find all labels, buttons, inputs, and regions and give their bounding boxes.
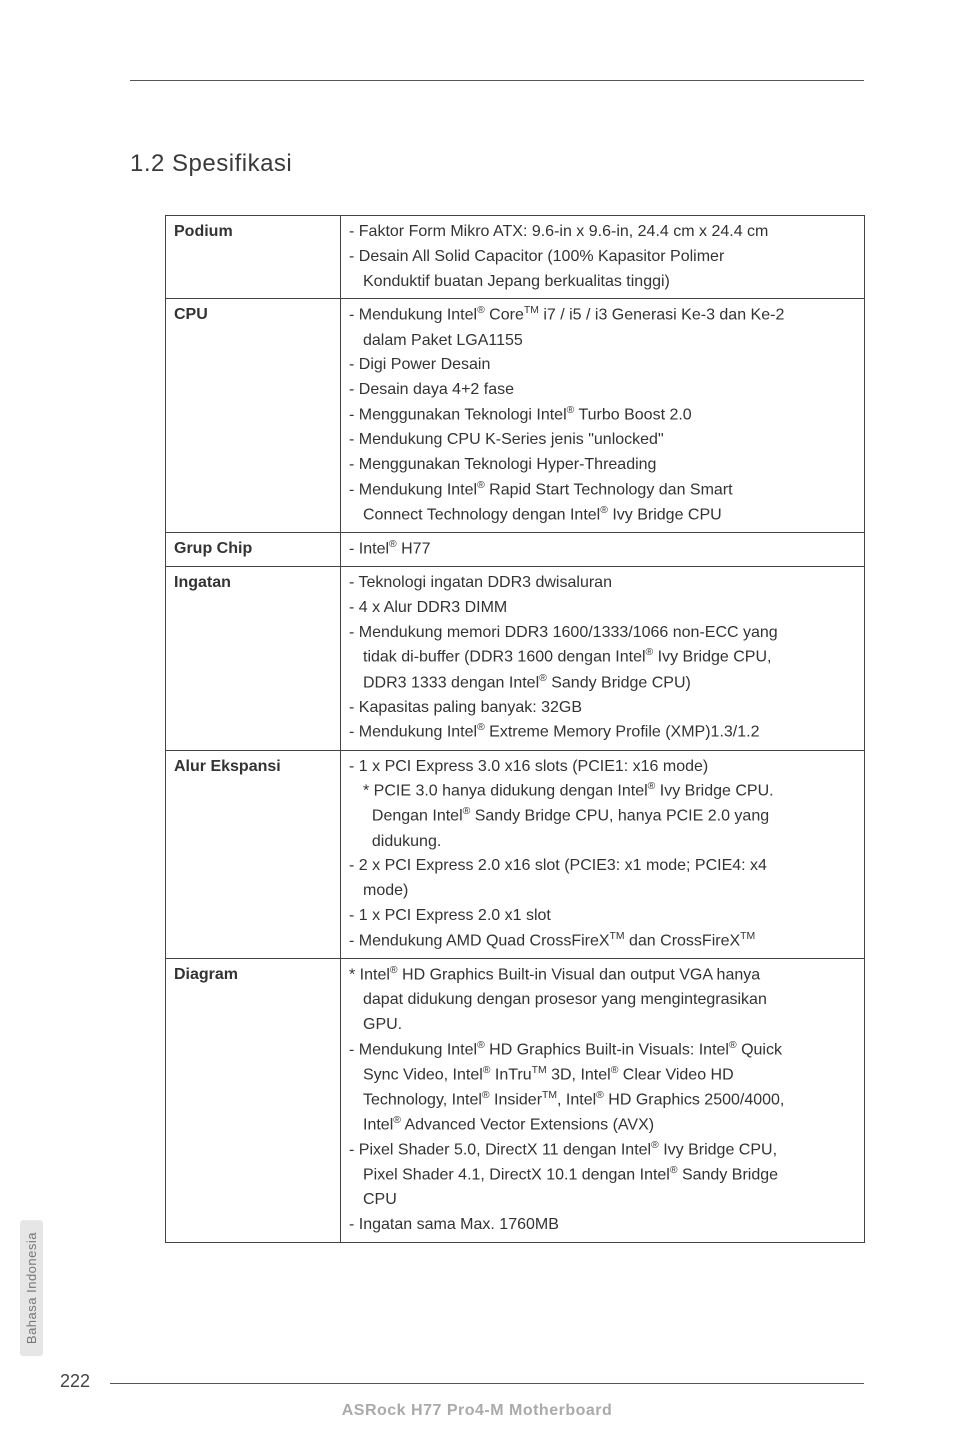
row-label-alur-ekspansi: Alur Ekspansi [166,750,341,958]
row-value-alur-ekspansi: - 1 x PCI Express 3.0 x16 slots (PCIE1: … [341,750,865,958]
top-rule [130,80,864,81]
row-label-grup-chip: Grup Chip [166,532,341,566]
page-rule [110,1383,864,1384]
row-label-ingatan: Ingatan [166,567,341,751]
table-row: Grup Chip - Intel® H77 [166,532,865,566]
table-row: Diagram * Intel® HD Graphics Built-in Vi… [166,958,865,1242]
language-tab: Bahasa Indonesia [20,1220,43,1356]
row-label-cpu: CPU [166,299,341,532]
spec-table: Podium - Faktor Form Mikro ATX: 9.6-in x… [165,215,865,1243]
page-number: 222 [60,1371,90,1392]
table-row: CPU - Mendukung Intel® CoreTM i7 / i5 / … [166,299,865,532]
table-row: Alur Ekspansi - 1 x PCI Express 3.0 x16 … [166,750,865,958]
row-value-ingatan: - Teknologi ingatan DDR3 dwisaluran - 4 … [341,567,865,751]
row-value-podium: - Faktor Form Mikro ATX: 9.6-in x 9.6-in… [341,216,865,299]
row-value-cpu: - Mendukung Intel® CoreTM i7 / i5 / i3 G… [341,299,865,532]
footer-text: ASRock H77 Pro4-M Motherboard [0,1402,954,1420]
row-label-diagram: Diagram [166,958,341,1242]
row-label-podium: Podium [166,216,341,299]
row-value-diagram: * Intel® HD Graphics Built-in Visual dan… [341,958,865,1242]
table-row: Podium - Faktor Form Mikro ATX: 9.6-in x… [166,216,865,299]
row-value-grup-chip: - Intel® H77 [341,532,865,566]
table-row: Ingatan - Teknologi ingatan DDR3 dwisalu… [166,567,865,751]
section-heading: 1.2 Spesifikasi [130,150,292,178]
